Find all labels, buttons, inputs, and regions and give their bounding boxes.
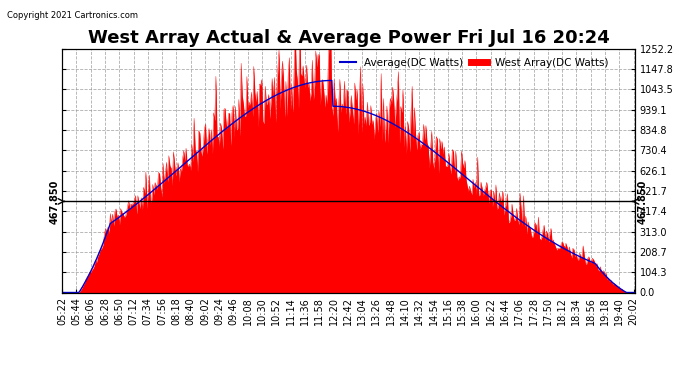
Legend: Average(DC Watts), West Array(DC Watts): Average(DC Watts), West Array(DC Watts) — [336, 54, 613, 72]
Text: Copyright 2021 Cartronics.com: Copyright 2021 Cartronics.com — [7, 11, 138, 20]
Title: West Array Actual & Average Power Fri Jul 16 20:24: West Array Actual & Average Power Fri Ju… — [88, 29, 609, 47]
Text: 467.850: 467.850 — [49, 179, 59, 224]
Text: 467.850: 467.850 — [638, 179, 648, 224]
